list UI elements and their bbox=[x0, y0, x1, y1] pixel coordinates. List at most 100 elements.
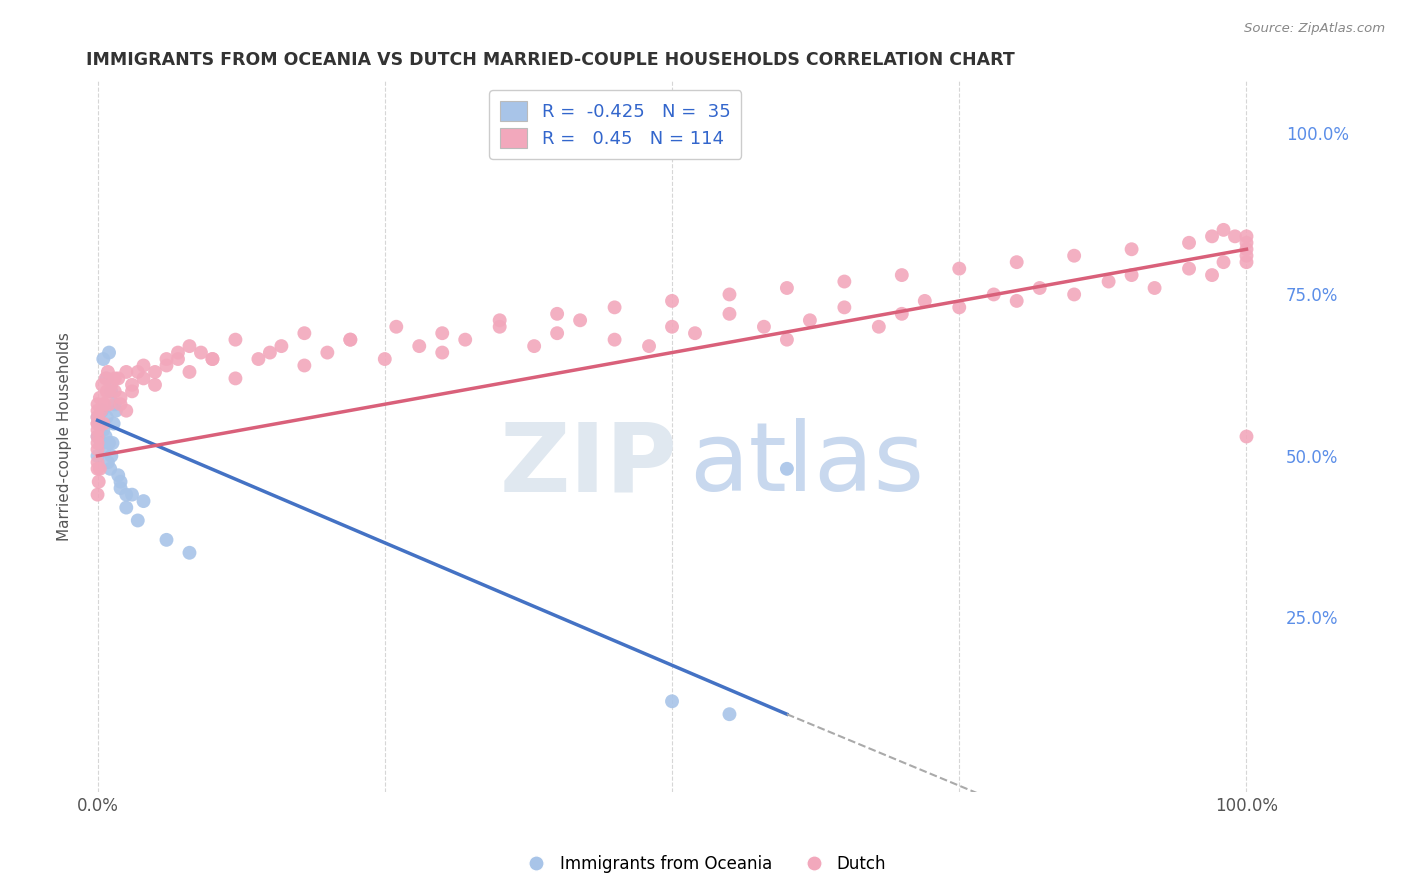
Point bbox=[104, 371, 127, 385]
Point bbox=[752, 319, 775, 334]
Point bbox=[103, 417, 125, 431]
Point bbox=[98, 384, 121, 399]
Text: ZIP: ZIP bbox=[499, 418, 678, 511]
Point bbox=[132, 359, 155, 373]
Point bbox=[201, 351, 224, 366]
Point bbox=[292, 326, 315, 341]
Point bbox=[569, 313, 592, 327]
Point bbox=[91, 417, 114, 431]
Point bbox=[86, 410, 108, 425]
Legend: R =  -0.425   N =  35, R =   0.45   N = 114: R = -0.425 N = 35, R = 0.45 N = 114 bbox=[489, 90, 741, 159]
Point bbox=[86, 417, 108, 431]
Point bbox=[201, 351, 224, 366]
Point bbox=[86, 442, 108, 457]
Point bbox=[91, 397, 114, 411]
Point bbox=[89, 417, 111, 431]
Point bbox=[523, 339, 546, 353]
Point bbox=[87, 475, 110, 489]
Point bbox=[155, 533, 177, 547]
Point bbox=[86, 423, 108, 437]
Point bbox=[167, 345, 190, 359]
Point bbox=[1005, 255, 1028, 269]
Point bbox=[89, 391, 111, 405]
Point bbox=[339, 333, 361, 347]
Point bbox=[1005, 293, 1028, 308]
Point bbox=[316, 345, 339, 359]
Point bbox=[167, 351, 190, 366]
Point bbox=[1178, 261, 1201, 276]
Point bbox=[718, 307, 741, 321]
Point bbox=[190, 345, 212, 359]
Point bbox=[834, 301, 856, 315]
Y-axis label: Married-couple Households: Married-couple Households bbox=[58, 332, 72, 541]
Point bbox=[914, 293, 936, 308]
Point bbox=[292, 359, 315, 373]
Point bbox=[683, 326, 706, 341]
Point bbox=[104, 397, 127, 411]
Point bbox=[91, 351, 114, 366]
Point bbox=[98, 462, 121, 476]
Point bbox=[86, 429, 108, 443]
Point bbox=[91, 377, 114, 392]
Text: atlas: atlas bbox=[689, 418, 925, 511]
Point bbox=[638, 339, 661, 353]
Point bbox=[179, 546, 201, 560]
Point bbox=[110, 475, 132, 489]
Point bbox=[86, 488, 108, 502]
Point bbox=[661, 319, 683, 334]
Text: Source: ZipAtlas.com: Source: ZipAtlas.com bbox=[1244, 22, 1385, 36]
Point bbox=[224, 371, 246, 385]
Point bbox=[1097, 275, 1119, 289]
Point bbox=[179, 365, 201, 379]
Point bbox=[86, 410, 108, 425]
Point bbox=[96, 371, 118, 385]
Point bbox=[91, 403, 114, 417]
Point bbox=[1121, 242, 1143, 256]
Point bbox=[983, 287, 1005, 301]
Point bbox=[1236, 242, 1258, 256]
Point bbox=[179, 339, 201, 353]
Point bbox=[93, 442, 115, 457]
Point bbox=[270, 339, 292, 353]
Point bbox=[259, 345, 281, 359]
Point bbox=[90, 436, 112, 450]
Point bbox=[94, 371, 117, 385]
Point bbox=[93, 397, 115, 411]
Point bbox=[104, 384, 127, 399]
Point bbox=[94, 429, 117, 443]
Point bbox=[661, 694, 683, 708]
Point bbox=[868, 319, 890, 334]
Point bbox=[776, 281, 799, 295]
Point bbox=[776, 333, 799, 347]
Point bbox=[546, 307, 568, 321]
Point bbox=[86, 436, 108, 450]
Point bbox=[834, 275, 856, 289]
Point bbox=[890, 268, 912, 282]
Point bbox=[948, 261, 970, 276]
Point bbox=[96, 384, 118, 399]
Point bbox=[86, 462, 108, 476]
Point bbox=[86, 449, 108, 463]
Point bbox=[89, 462, 111, 476]
Point bbox=[1178, 235, 1201, 250]
Point bbox=[107, 371, 129, 385]
Point bbox=[98, 436, 121, 450]
Point bbox=[948, 301, 970, 315]
Point bbox=[603, 333, 626, 347]
Legend: Immigrants from Oceania, Dutch: Immigrants from Oceania, Dutch bbox=[513, 848, 893, 880]
Point bbox=[603, 301, 626, 315]
Point bbox=[1143, 281, 1166, 295]
Point bbox=[1223, 229, 1246, 244]
Point bbox=[110, 481, 132, 495]
Point bbox=[155, 351, 177, 366]
Point bbox=[1212, 223, 1234, 237]
Point bbox=[100, 449, 122, 463]
Point bbox=[121, 488, 143, 502]
Point bbox=[488, 319, 510, 334]
Point bbox=[110, 391, 132, 405]
Point bbox=[107, 468, 129, 483]
Point bbox=[86, 403, 108, 417]
Point bbox=[224, 333, 246, 347]
Point bbox=[97, 365, 120, 379]
Point bbox=[1063, 287, 1085, 301]
